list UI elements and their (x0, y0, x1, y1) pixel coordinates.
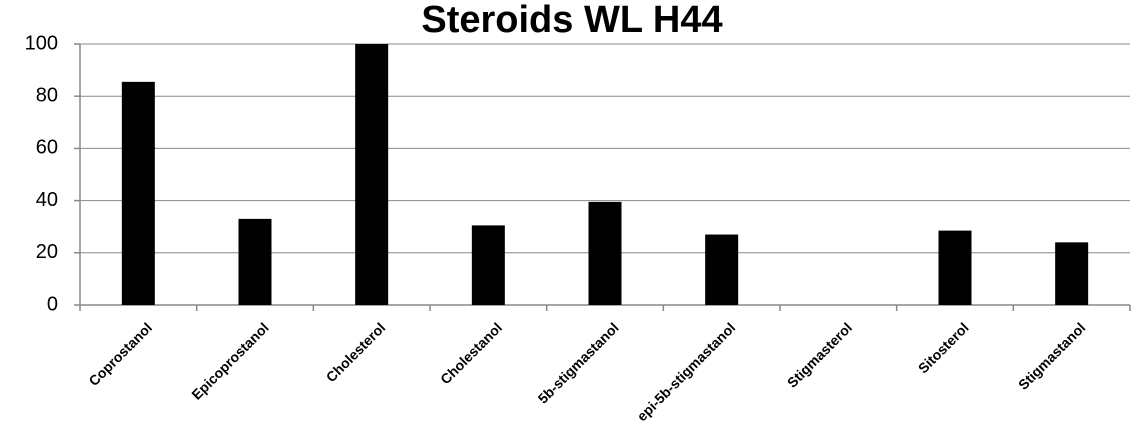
bar (471, 225, 505, 305)
y-tick-label: 40 (36, 189, 58, 211)
bar (1055, 242, 1089, 305)
x-tick-label: Stigmastanol (1015, 319, 1088, 392)
x-tick-label: Cholesterol (323, 319, 389, 385)
x-tick-label: epi-5b-stigmastanol (634, 319, 739, 424)
x-tick-label: 5b-stigmastanol (535, 319, 622, 406)
y-tick-label: 0 (47, 293, 58, 315)
y-tick-label: 100 (25, 32, 58, 54)
y-tick-label: 80 (36, 84, 58, 106)
x-tick-label: Sitosterol (915, 319, 972, 376)
x-tick-label: Cholestanol (437, 319, 505, 387)
bar (238, 218, 272, 305)
x-tick-label: Stigmasterol (784, 319, 855, 390)
bar (121, 81, 155, 305)
bar (705, 234, 739, 305)
chart-title: Steroids WL H44 (421, 0, 722, 41)
bar (355, 44, 389, 305)
bar (938, 230, 972, 305)
x-tick-label: Epicoprostanol (188, 319, 271, 402)
y-tick-label: 20 (36, 241, 58, 263)
x-tick-label: Coprostanol (85, 319, 155, 389)
bar (588, 201, 622, 305)
y-tick-label: 60 (36, 137, 58, 159)
